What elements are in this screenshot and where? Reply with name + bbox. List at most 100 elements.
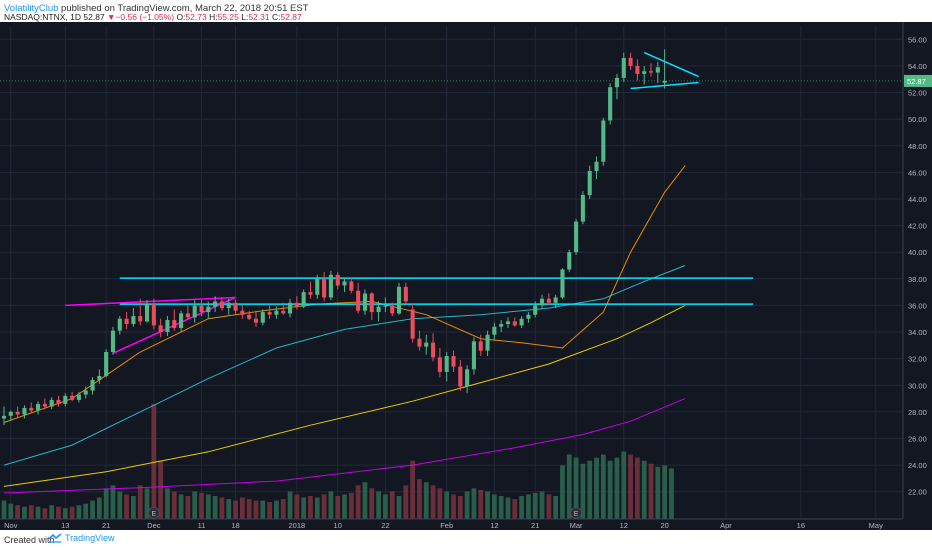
time-tick-label: Dec — [147, 521, 161, 530]
volume-bar — [110, 485, 116, 519]
volume-bar — [212, 496, 218, 519]
price-tick-label: 26.00 — [908, 434, 927, 443]
price-tick-label: 56.00 — [908, 35, 927, 44]
low-value: 52.31 — [248, 12, 270, 22]
footer: Created with TradingView — [0, 530, 932, 550]
price-axis-background — [903, 22, 932, 530]
volume-bar — [301, 497, 307, 519]
volume-bar — [69, 506, 75, 519]
volume-bar — [49, 505, 55, 519]
candle-body — [308, 292, 313, 295]
candle-body — [567, 252, 572, 270]
volume-bar — [444, 491, 450, 519]
moving-averages — [3, 165, 686, 494]
volume-bar — [274, 500, 279, 519]
candle-body — [179, 313, 184, 329]
candle-body — [574, 221, 579, 253]
volume-bar — [260, 500, 266, 519]
volume-bar — [151, 404, 157, 519]
volume-bar — [158, 460, 164, 519]
publish-info: published on TradingView.com, March 22, … — [61, 3, 309, 14]
candle-body — [253, 318, 259, 323]
last-price-tag — [904, 74, 932, 87]
price-tick-label: 24.00 — [908, 461, 927, 470]
candle-body — [56, 399, 61, 404]
last-price-tag-label: 52.87 — [907, 77, 926, 86]
time-tick-label: 2018 — [289, 521, 306, 530]
candle-body — [219, 301, 224, 309]
candle-body — [628, 57, 633, 66]
candle-body — [97, 375, 102, 380]
volume-bar — [662, 465, 668, 519]
candle-body — [437, 357, 442, 372]
volume-bar — [580, 463, 586, 519]
candle-body — [465, 369, 470, 387]
time-tick-label: 13 — [61, 521, 69, 530]
volume-bar — [219, 497, 225, 519]
candle-body — [608, 87, 613, 121]
open-value: 52.73 — [185, 12, 207, 22]
price-chart[interactable]: E E 56.00 54.00 52.00 50.00 48.00 46.00 44.00 42.… — [0, 22, 932, 530]
candle-body — [362, 293, 368, 311]
candle-body — [342, 281, 347, 286]
high-label: H: — [209, 12, 218, 22]
candle-body — [356, 290, 361, 311]
volume-bar — [137, 485, 143, 519]
candle-body — [104, 351, 109, 376]
candle-body — [349, 281, 354, 291]
candle-body — [335, 274, 340, 286]
time-tick-label: 21 — [531, 521, 539, 530]
volume-bar — [553, 496, 559, 519]
time-axis-background — [0, 519, 932, 530]
volume-bar — [648, 463, 654, 519]
tradingview-logo[interactable]: TradingView — [48, 533, 115, 543]
candle-body — [539, 298, 545, 306]
candle-body — [553, 297, 558, 303]
price-tick-label: 46.00 — [908, 168, 927, 177]
candle-body — [315, 278, 320, 295]
volume-bar — [96, 497, 102, 519]
candle-body — [260, 312, 265, 323]
candle-body — [322, 278, 327, 298]
candle-body — [431, 342, 436, 358]
close-value: 52.87 — [280, 12, 302, 22]
candle-body — [144, 304, 150, 322]
candle-body — [29, 407, 34, 411]
time-tick-label: May — [869, 521, 883, 530]
tradingview-brand: TradingView — [65, 533, 115, 543]
volume-bar — [478, 489, 484, 519]
volume-bar — [526, 494, 531, 519]
candle-body — [36, 403, 41, 411]
volume-bar — [403, 485, 409, 519]
candle-body — [560, 269, 565, 298]
trendlines — [65, 51, 754, 355]
candle-body — [90, 379, 95, 391]
volume-bar — [199, 492, 204, 519]
candle-body — [192, 305, 197, 318]
candle-body — [451, 355, 456, 367]
author-link[interactable]: VolatilityClub — [4, 3, 59, 14]
volume-bar — [42, 508, 48, 519]
price-tick-label: 28.00 — [908, 408, 927, 417]
candle-body — [274, 310, 279, 315]
price-tick-label: 50.00 — [908, 115, 927, 124]
candle-body — [158, 325, 163, 333]
time-tick-label: Nov — [4, 521, 18, 530]
volume-bar — [28, 505, 34, 519]
candle-body — [199, 305, 204, 313]
candle-body — [396, 286, 402, 314]
volume-bar — [192, 491, 198, 519]
price-tick-label: 42.00 — [908, 222, 927, 231]
price-tick-label: 32.00 — [908, 355, 927, 364]
volume-bar — [471, 488, 477, 519]
volume-bar — [22, 506, 27, 519]
time-tick-label: 12 — [620, 521, 628, 530]
volume-bar — [328, 491, 334, 519]
time-tick-label: 20 — [660, 521, 668, 530]
chart-background — [0, 22, 932, 530]
volume-bar — [532, 492, 538, 519]
volume-bar — [362, 482, 368, 519]
volume-bar — [430, 485, 436, 519]
volume-bar — [124, 494, 129, 519]
candle-body — [240, 310, 245, 315]
